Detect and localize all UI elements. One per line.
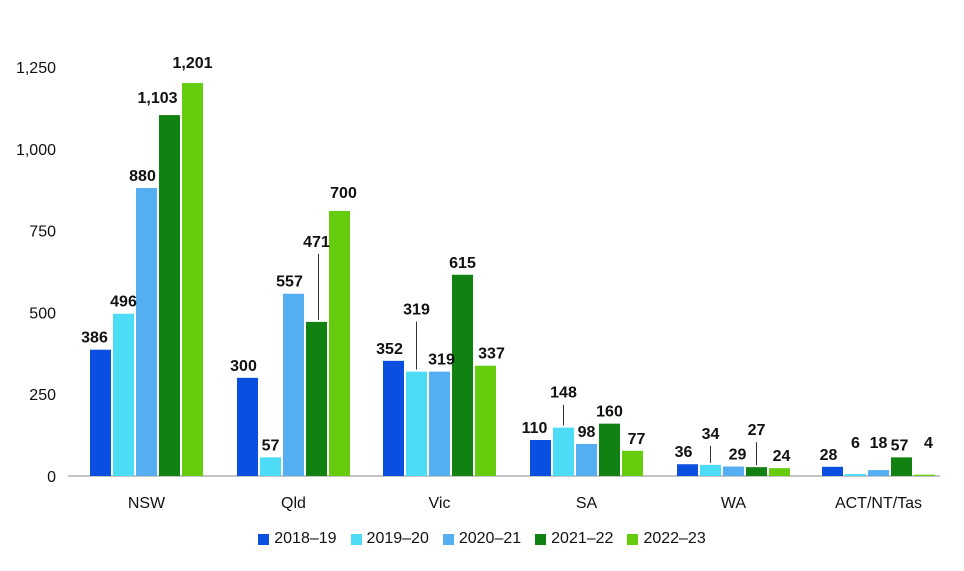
y-tick-label: 750 [29, 224, 56, 241]
y-tick-label: 1,000 [16, 142, 56, 159]
legend-item-2022-23: 2022–23 [627, 530, 706, 548]
legend-label: 2021–22 [551, 530, 614, 547]
data-label-wa-2019-20: 34 [702, 426, 720, 443]
bar-sa-2020-21 [576, 443, 597, 476]
legend-swatch [535, 533, 547, 545]
data-label-qld-2020-21: 557 [276, 274, 303, 291]
data-label-vic-2019-20: 319 [403, 302, 430, 319]
legend-item-2019-20: 2019–20 [350, 530, 429, 548]
legend: 2018–19 2019–20 2020–21 2021–22 2022–23 [0, 530, 964, 548]
bar-sa-2018-19 [530, 440, 551, 476]
bar-wa-2022-23 [769, 468, 790, 476]
legend-label: 2020–21 [458, 530, 522, 547]
data-label-qld-2018-19: 300 [230, 358, 257, 375]
bar-sa-2021-22 [599, 423, 620, 476]
legend-label: 2019–20 [366, 530, 429, 547]
bar-wa-2020-21 [723, 466, 744, 476]
category-label-act-nt-tas: ACT/NT/Tas [835, 495, 922, 512]
category-label-wa: WA [721, 495, 747, 512]
data-label-wa-2021-22: 27 [748, 422, 766, 439]
bar-sa-2019-20 [553, 427, 574, 476]
data-label-sa-2020-21: 98 [578, 424, 596, 441]
bar-vic-2018-19 [383, 360, 404, 476]
data-label-nsw-2018-19: 386 [81, 330, 108, 347]
bars [90, 83, 935, 477]
bar-act-nt-tas-2018-19 [822, 466, 843, 476]
data-label-act-nt-tas-2021-22: 57 [891, 437, 909, 454]
bar-act-nt-tas-2022-23 [914, 474, 935, 476]
bar-qld-2019-20 [260, 457, 281, 476]
bar-act-nt-tas-2021-22 [891, 457, 912, 476]
data-labels: 386 496 880 1,103 1,201 300 57 557 471 700 352 319 3… [81, 55, 933, 465]
data-label-act-nt-tas-2020-21: 18 [870, 435, 888, 452]
data-label-act-nt-tas-2018-19: 28 [820, 447, 838, 464]
bar-wa-2019-20 [700, 464, 721, 476]
data-label-sa-2018-19: 110 [522, 420, 548, 437]
bar-act-nt-tas-2019-20 [845, 474, 866, 476]
data-label-wa-2018-19: 36 [675, 444, 693, 461]
legend-item-2018-19: 2018–19 [258, 530, 337, 548]
bar-vic-2020-21 [429, 371, 450, 476]
y-tick-label: 0 [47, 469, 56, 486]
category-labels: NSW Qld Vic SA WA ACT/NT/Tas [128, 495, 922, 512]
bar-qld-2018-19 [237, 377, 258, 476]
bar-act-nt-tas-2020-21 [868, 470, 889, 476]
data-label-vic-2018-19: 352 [376, 341, 403, 358]
legend-item-2021-22: 2021–22 [535, 530, 613, 548]
data-label-wa-2020-21: 29 [729, 447, 747, 464]
bar-wa-2021-22 [746, 467, 767, 476]
bar-vic-2021-22 [452, 274, 473, 476]
y-tick-label: 500 [29, 305, 56, 322]
bar-vic-2019-20 [406, 371, 427, 476]
y-axis: 0 250 500 750 1,000 1,250 [16, 60, 56, 486]
category-label-nsw: NSW [128, 495, 166, 512]
data-label-sa-2021-22: 160 [596, 404, 623, 421]
bar-qld-2021-22 [306, 321, 327, 476]
legend-label: 2022–23 [643, 530, 706, 547]
bar-sa-2022-23 [622, 450, 643, 476]
bar-nsw-2019-20 [113, 313, 134, 476]
legend-swatch [442, 533, 454, 545]
data-label-qld-2021-22: 471 [303, 234, 330, 251]
bar-wa-2018-19 [677, 464, 698, 476]
data-label-nsw-2021-22: 1,103 [137, 90, 177, 107]
bar-nsw-2021-22 [159, 115, 180, 477]
bar-nsw-2020-21 [136, 188, 157, 476]
legend-swatch [627, 533, 639, 545]
legend-swatch [350, 533, 362, 545]
data-label-sa-2019-20: 148 [550, 385, 577, 402]
data-label-vic-2020-21: 319 [428, 352, 455, 369]
data-label-act-nt-tas-2022-23: 4 [924, 435, 933, 452]
data-label-wa-2022-23: 24 [773, 448, 791, 465]
bar-vic-2022-23 [475, 365, 496, 476]
category-label-vic: Vic [429, 495, 451, 512]
data-label-nsw-2020-21: 880 [129, 168, 156, 185]
data-label-vic-2022-23: 337 [478, 346, 505, 363]
legend-swatch [258, 533, 270, 545]
y-tick-label: 250 [29, 387, 56, 404]
data-label-nsw-2022-23: 1,201 [172, 55, 212, 72]
data-label-act-nt-tas-2019-20: 6 [851, 435, 860, 452]
category-label-sa: SA [576, 495, 598, 512]
data-label-qld-2022-23: 700 [330, 185, 357, 202]
data-label-vic-2021-22: 615 [449, 255, 476, 272]
y-tick-label: 1,250 [16, 60, 56, 77]
legend-item-2020-21: 2020–21 [442, 530, 522, 548]
bar-nsw-2018-19 [90, 349, 111, 476]
bar-qld-2022-23 [329, 210, 350, 476]
data-label-sa-2022-23: 77 [628, 431, 646, 448]
legend-label: 2018–19 [274, 530, 337, 547]
leader-lines [318, 253, 757, 466]
data-label-nsw-2019-20: 496 [110, 294, 137, 311]
bar-nsw-2022-23 [182, 83, 203, 476]
category-label-qld: Qld [281, 495, 306, 512]
data-label-qld-2019-20: 57 [262, 437, 280, 454]
bar-qld-2020-21 [283, 293, 304, 476]
